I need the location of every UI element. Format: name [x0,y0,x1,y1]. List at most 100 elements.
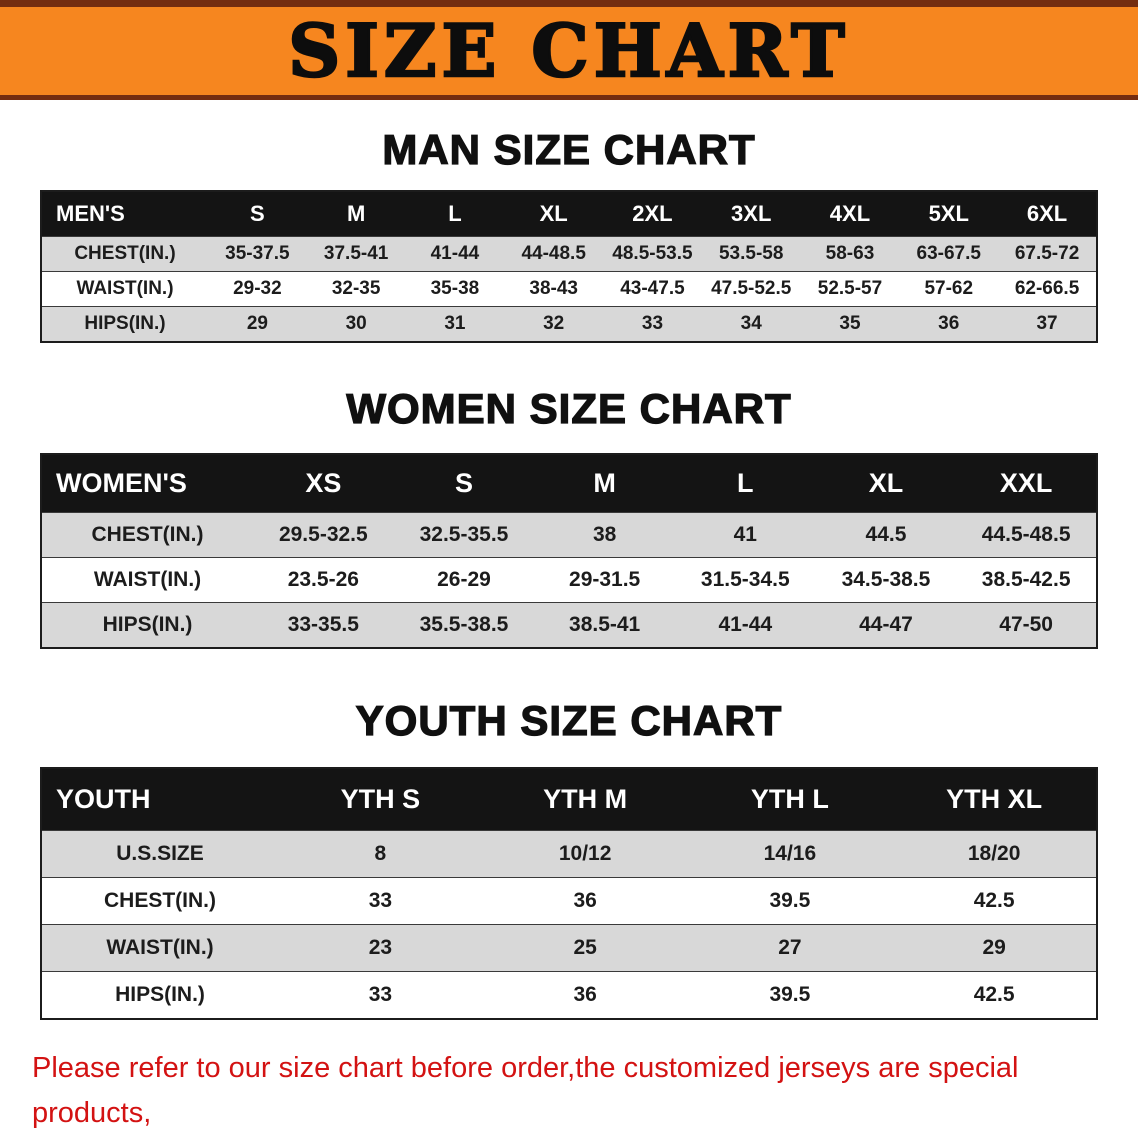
size-column-header: YTH L [687,768,893,831]
size-value-cell: 47-50 [956,602,1097,648]
size-value-cell: 32 [504,306,604,342]
size-value-cell: 47.5-52.5 [701,271,801,307]
size-value-cell: 35-37.5 [208,236,307,272]
table-row: HIPS(IN.) 29 30 31 32 33 34 35 36 37 [41,306,1097,342]
size-column-header: M [534,454,675,513]
size-value-cell: 57-62 [899,271,999,307]
size-value-cell: 38.5-42.5 [956,557,1097,603]
size-column-header: S [208,191,307,237]
size-value-cell: 26-29 [393,557,535,603]
youth-size-chart-section: YOUTH SIZE CHART YOUTH YTH S YTH M YTH L YTH… [0,649,1138,1020]
table-header-row: YOUTH YTH S YTH M YTH L YTH XL [41,768,1097,831]
size-value-cell: 39.5 [687,971,893,1019]
size-value-cell: 44.5-48.5 [956,512,1097,558]
size-column-header: XL [504,191,604,237]
size-value-cell: 8 [278,830,483,878]
size-value-cell: 35.5-38.5 [393,602,535,648]
size-value-cell: 31.5-34.5 [674,557,816,603]
size-value-cell: 31 [405,306,505,342]
size-column-header: 5XL [899,191,999,237]
size-value-cell: 39.5 [687,877,893,925]
table-corner-label: YOUTH [41,768,278,831]
size-value-cell: 32-35 [306,271,406,307]
size-value-cell: 34.5-38.5 [815,557,957,603]
size-value-cell: 63-67.5 [899,236,999,272]
size-value-cell: 44.5 [815,512,957,558]
size-value-cell: 36 [482,877,688,925]
table-header-row: MEN'S S M L XL 2XL 3XL 4XL 5XL 6XL [41,191,1097,237]
banner: SIZE CHART [0,0,1138,100]
size-value-cell: 30 [306,306,406,342]
size-value-cell: 33 [603,306,702,342]
size-column-header: 6XL [998,191,1097,237]
size-value-cell: 38-43 [504,271,604,307]
size-value-cell: 33 [278,971,483,1019]
charts-container: MAN SIZE CHART MEN'S S M L XL 2XL 3XL 4XL 5XL 6XL… [0,100,1138,1020]
table-row: CHEST(IN.) 33 36 39.5 42.5 [41,877,1097,925]
size-value-cell: 32.5-35.5 [393,512,535,558]
table-header-row: WOMEN'S XS S M L XL XXL [41,454,1097,513]
size-value-cell: 37 [998,306,1097,342]
size-value-cell: 36 [482,971,688,1019]
women-size-chart-heading: WOMEN SIZE CHART [346,384,792,432]
size-column-header: L [405,191,505,237]
size-value-cell: 52.5-57 [800,271,900,307]
table-corner-label: MEN'S [41,191,208,237]
row-label: WAIST(IN.) [41,924,278,972]
disclaimer: Please refer to our size chart before or… [0,1020,1138,1132]
youth-size-chart-heading: YOUTH SIZE CHART [355,696,783,744]
row-label: WAIST(IN.) [41,557,253,603]
size-value-cell: 42.5 [892,971,1097,1019]
size-value-cell: 14/16 [687,830,893,878]
women-size-table: WOMEN'S XS S M L XL XXL CHEST(IN.) 29.5-32.5 32.5… [40,453,1098,649]
size-value-cell: 29 [208,306,307,342]
size-value-cell: 35 [800,306,900,342]
table-row: CHEST(IN.) 29.5-32.5 32.5-35.5 38 41 44.5 44.5… [41,512,1097,558]
size-column-header: L [674,454,816,513]
size-value-cell: 29-31.5 [534,557,675,603]
size-column-header: YTH XL [892,768,1097,831]
size-column-header: 3XL [701,191,801,237]
size-value-cell: 33 [278,877,483,925]
size-value-cell: 43-47.5 [603,271,702,307]
size-column-header: S [393,454,535,513]
size-column-header: 2XL [603,191,702,237]
table-row: U.S.SIZE 8 10/12 14/16 18/20 [41,830,1097,878]
size-value-cell: 35-38 [405,271,505,307]
man-size-chart-heading: MAN SIZE CHART [382,125,756,173]
man-size-chart-section: MAN SIZE CHART MEN'S S M L XL 2XL 3XL 4XL 5XL 6XL… [0,100,1138,343]
size-value-cell: 29-32 [208,271,307,307]
size-value-cell: 36 [899,306,999,342]
row-label: WAIST(IN.) [41,271,208,307]
size-column-header: YTH S [278,768,483,831]
size-value-cell: 41 [674,512,816,558]
size-value-cell: 18/20 [892,830,1097,878]
women-size-chart-section: WOMEN SIZE CHART WOMEN'S XS S M L XL XXL CHEST(… [0,343,1138,649]
size-column-header: 4XL [800,191,900,237]
table-row: CHEST(IN.) 35-37.5 37.5-41 41-44 44-48.5 48.5… [41,236,1097,272]
disclaimer-line-1: Please refer to our size chart before or… [32,1052,1019,1129]
table-corner-label: WOMEN'S [41,454,253,513]
table-row: WAIST(IN.) 29-32 32-35 35-38 38-43 43-47.5 47.… [41,271,1097,307]
row-label: HIPS(IN.) [41,971,278,1019]
size-column-header: XL [815,454,957,513]
youth-size-table: YOUTH YTH S YTH M YTH L YTH XL U.S.SIZE 8 10/12… [40,767,1098,1020]
size-value-cell: 29 [892,924,1097,972]
size-value-cell: 29.5-32.5 [253,512,394,558]
size-column-header: XXL [956,454,1097,513]
size-value-cell: 53.5-58 [701,236,801,272]
size-value-cell: 34 [701,306,801,342]
table-row: HIPS(IN.) 33-35.5 35.5-38.5 38.5-41 41-44 44-… [41,602,1097,648]
size-value-cell: 23.5-26 [253,557,394,603]
size-value-cell: 58-63 [800,236,900,272]
table-row: WAIST(IN.) 23 25 27 29 [41,924,1097,972]
size-column-header: M [306,191,406,237]
row-label: CHEST(IN.) [41,512,253,558]
size-value-cell: 48.5-53.5 [603,236,702,272]
row-label: CHEST(IN.) [41,236,208,272]
row-label: CHEST(IN.) [41,877,278,925]
page-title: SIZE CHART [287,8,850,93]
row-label: HIPS(IN.) [41,306,208,342]
size-value-cell: 44-47 [815,602,957,648]
size-value-cell: 23 [278,924,483,972]
